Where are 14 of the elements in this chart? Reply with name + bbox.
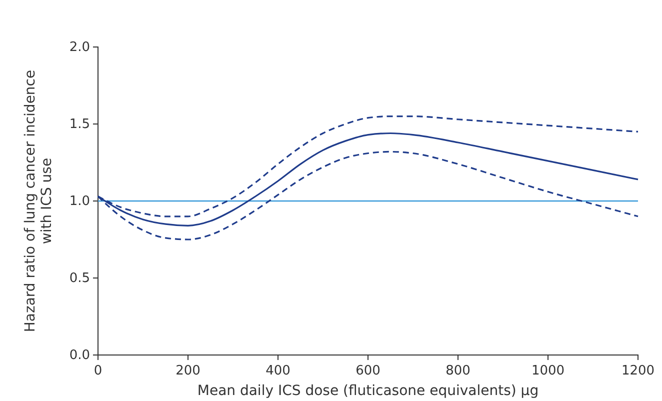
x-tick-label: 600: [356, 364, 380, 379]
x-tick-label: 400: [266, 364, 290, 379]
y-tick-label: 1.0: [69, 194, 90, 210]
y-tick-label: 1.5: [69, 117, 90, 132]
x-tick-label: 1000: [531, 364, 565, 379]
y-tick-label: 2.0: [69, 40, 90, 56]
y-axis-title: Hazard ratio of lung cancer incidence with ICS use: [22, 70, 56, 332]
x-axis-title: Mean daily ICS dose (fluticasone equivalents) µg: [197, 383, 539, 399]
y-tick-label: 0.0: [69, 348, 90, 364]
x-tick-label: 1200: [621, 364, 655, 379]
x-tick-label: 800: [446, 364, 470, 379]
y-tick-label: 0.5: [69, 271, 90, 286]
x-tick-label: 200: [176, 364, 200, 379]
x-tick-label: 0: [94, 364, 102, 379]
